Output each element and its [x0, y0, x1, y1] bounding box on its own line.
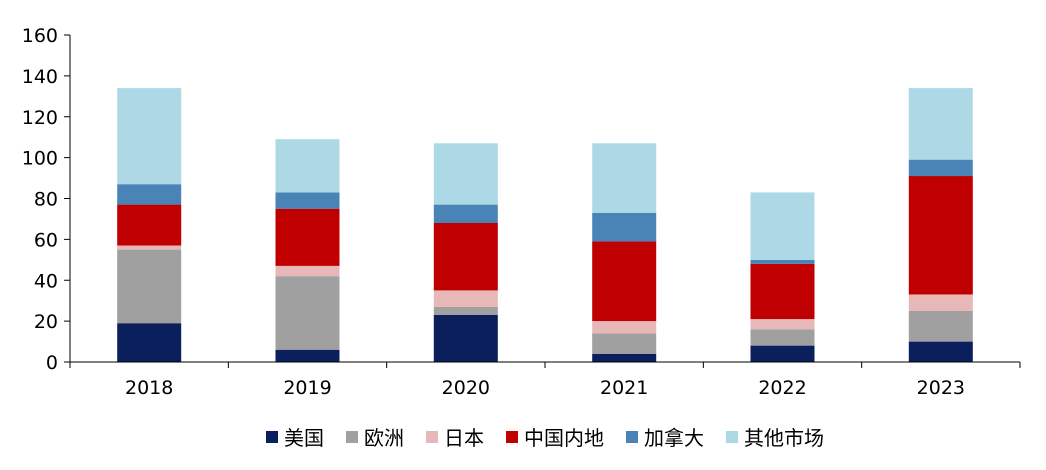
- bar-segment-2023-series-3: [908, 294, 973, 311]
- bar-segment-2020-series-2: [433, 306, 498, 315]
- y-tick-label: 100: [22, 148, 58, 170]
- bar-segment-2019-series-1: [275, 349, 340, 362]
- bar-segment-2018-series-3: [117, 245, 182, 250]
- legend-swatch-3: [426, 431, 438, 443]
- bar-segment-2021-series-4: [592, 241, 657, 322]
- bar-segment-2019-series-4: [275, 208, 340, 266]
- y-tick-label: 40: [34, 270, 58, 292]
- legend-swatch-4: [506, 431, 518, 443]
- bar-segment-2023-series-5: [908, 159, 973, 177]
- bar-segment-2019-series-6: [275, 139, 340, 193]
- legend-label-4: 中国内地: [524, 426, 604, 450]
- x-tick-label: 2020: [442, 377, 490, 399]
- bar-segment-2018-series-6: [117, 88, 182, 185]
- bar-segment-2018-series-4: [117, 204, 182, 246]
- bar-segment-2019-series-3: [275, 265, 340, 277]
- legend-label-6: 其他市场: [744, 426, 824, 450]
- bar-segment-2020-series-5: [433, 204, 498, 223]
- x-tick-label: 2022: [758, 377, 806, 399]
- bar-segment-2021-series-2: [592, 333, 657, 354]
- y-tick-label: 60: [34, 229, 58, 251]
- legend-swatch-5: [626, 431, 638, 443]
- bar-segment-2020-series-3: [433, 290, 498, 307]
- x-tick-label: 2018: [125, 377, 173, 399]
- bar-segment-2020-series-6: [433, 143, 498, 205]
- bar-segment-2022-series-4: [750, 263, 815, 320]
- legend-label-2: 欧洲: [364, 426, 404, 450]
- x-tick-label: 2019: [283, 377, 331, 399]
- bar-segment-2021-series-5: [592, 212, 657, 242]
- bars-layer: [117, 88, 973, 362]
- y-tick-label: 0: [46, 352, 58, 374]
- bar-segment-2018-series-5: [117, 184, 182, 205]
- bar-segment-2020-series-1: [433, 315, 498, 362]
- bar-segment-2023-series-6: [908, 88, 973, 160]
- bar-segment-2020-series-4: [433, 223, 498, 291]
- bar-segment-2022-series-6: [750, 192, 815, 260]
- y-tick-label: 80: [34, 189, 58, 211]
- legend: 美国 欧洲 日本 中国内地 加拿大 其他市场: [266, 426, 824, 450]
- bar-segment-2019-series-2: [275, 276, 340, 350]
- axes-layer: 0 20 40 60 80 100 120 140 160 2018 2019 2020 2021 202…: [22, 25, 1021, 399]
- bar-segment-2018-series-2: [117, 249, 182, 324]
- legend-label-3: 日本: [444, 426, 484, 450]
- legend-swatch-2: [346, 431, 358, 443]
- y-tick-label: 20: [34, 311, 58, 333]
- bar-segment-2022-series-3: [750, 319, 815, 330]
- legend-label-1: 美国: [284, 426, 324, 450]
- legend-swatch-6: [726, 431, 738, 443]
- bar-segment-2023-series-2: [908, 310, 973, 342]
- bar-segment-2022-series-5: [750, 259, 815, 264]
- x-tick-label: 2023: [917, 377, 965, 399]
- y-tick-label: 140: [22, 66, 58, 88]
- bar-segment-2021-series-6: [592, 143, 657, 213]
- bar-segment-2023-series-4: [908, 176, 973, 295]
- bar-segment-2018-series-1: [117, 323, 182, 362]
- bar-segment-2021-series-1: [592, 353, 657, 362]
- legend-swatch-1: [266, 431, 278, 443]
- bar-segment-2019-series-5: [275, 192, 340, 209]
- y-tick-label: 120: [22, 107, 58, 129]
- y-tick-label: 160: [22, 25, 58, 47]
- bar-segment-2021-series-3: [592, 321, 657, 334]
- bar-segment-2023-series-1: [908, 341, 973, 362]
- bar-segment-2022-series-1: [750, 345, 815, 362]
- x-tick-label: 2021: [600, 377, 648, 399]
- legend-label-5: 加拿大: [644, 426, 704, 450]
- bar-segment-2022-series-2: [750, 329, 815, 346]
